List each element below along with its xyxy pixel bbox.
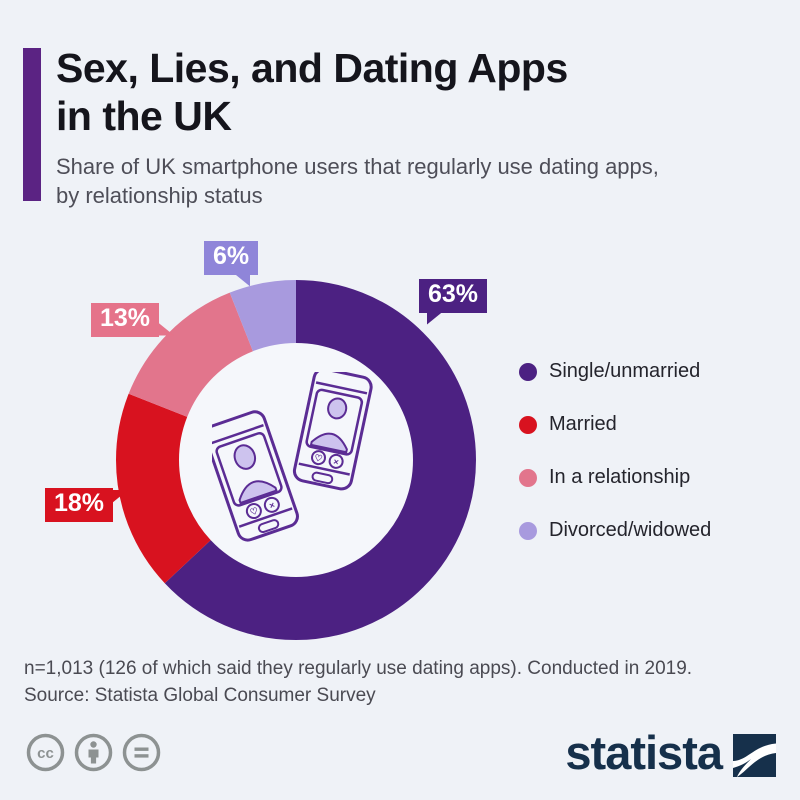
svg-text:×: × bbox=[332, 456, 339, 467]
donut-slice-divorced-widowed bbox=[116, 280, 476, 640]
svg-text:♡: ♡ bbox=[313, 452, 323, 463]
page-title: Sex, Lies, and Dating Apps in the UK bbox=[56, 44, 568, 140]
nd-icon[interactable] bbox=[121, 732, 162, 773]
svg-text:×: × bbox=[268, 500, 276, 511]
legend-item-married: Married bbox=[519, 413, 711, 436]
chart-subtitle: Share of UK smartphone users that regula… bbox=[56, 154, 659, 208]
svg-text:cc: cc bbox=[37, 745, 54, 762]
legend-item-single-unmarried: Single/unmarried bbox=[519, 360, 711, 383]
title-line-1: Sex, Lies, and Dating Apps bbox=[56, 45, 568, 91]
callout-single-unmarried: 63% bbox=[419, 279, 488, 313]
smartphone-icon-left: ♡ × bbox=[212, 410, 299, 542]
footnote: n=1,013 (126 of which said they regularl… bbox=[24, 655, 692, 709]
legend-label: In a relationship bbox=[549, 466, 691, 488]
sample-note: n=1,013 (126 of which said they regularl… bbox=[24, 658, 693, 679]
legend-dot-married bbox=[519, 415, 537, 434]
cc-license-icons[interactable]: cc bbox=[25, 732, 162, 773]
legend-dot-in-a-relationship bbox=[519, 468, 537, 487]
legend-label: Divorced/widowed bbox=[549, 519, 712, 541]
legend-item-divorced-widowed: Divorced/widowed bbox=[519, 519, 711, 542]
legend-dot-single-unmarried bbox=[519, 362, 537, 381]
source-note: Source: Statista Global Consumer Survey bbox=[24, 685, 376, 706]
smartphones-illustration: ♡ × ♡ × bbox=[212, 372, 373, 542]
legend-label: Married bbox=[549, 413, 617, 435]
donut-slice-married bbox=[116, 280, 476, 640]
legend: Single/unmarried Married In a relationsh… bbox=[519, 360, 711, 542]
smartphone-icon-right: ♡ × bbox=[292, 372, 373, 491]
statista-logo[interactable]: statista bbox=[565, 729, 776, 782]
title-line-2: in the UK bbox=[56, 93, 232, 139]
title-accent-bar bbox=[23, 48, 41, 201]
callout-in-a-relationship: 13% bbox=[91, 303, 160, 337]
legend-item-in-a-relationship: In a relationship bbox=[519, 466, 711, 489]
callout-divorced-widowed: 6% bbox=[204, 241, 259, 275]
svg-text:♡: ♡ bbox=[249, 505, 260, 517]
statista-logo-mark bbox=[733, 734, 776, 777]
attribution-icon[interactable] bbox=[73, 732, 114, 773]
legend-label: Single/unmarried bbox=[549, 360, 701, 382]
statista-wordmark: statista bbox=[565, 726, 723, 779]
cc-icon[interactable]: cc bbox=[25, 732, 66, 773]
legend-dot-divorced-widowed bbox=[519, 521, 537, 540]
callout-married: 18% bbox=[45, 488, 114, 522]
